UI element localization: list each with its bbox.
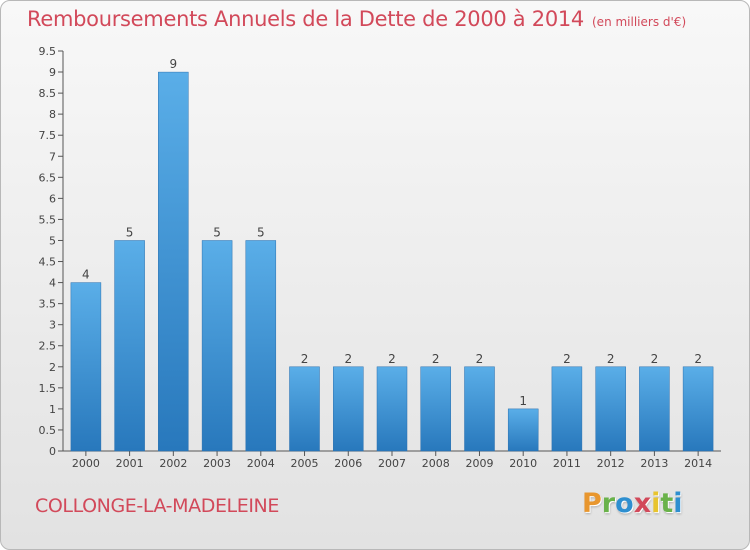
bar-2003 (201, 240, 233, 452)
logo-letter: x (633, 488, 652, 519)
logo-letter: P (582, 488, 602, 519)
x-tick-label: 2014 (684, 457, 712, 470)
bar-2002 (158, 71, 189, 452)
x-tick-label: 2007 (378, 457, 406, 470)
data-label: 5 (257, 225, 265, 239)
logo-letter: i (673, 488, 683, 519)
y-tick-label: 8 (49, 108, 56, 121)
data-label: 2 (388, 352, 396, 366)
y-tick-label: 0.5 (39, 424, 57, 437)
bar-2001 (114, 240, 145, 452)
y-tick-label: 9.5 (39, 45, 57, 58)
x-tick-label: 2012 (597, 457, 625, 470)
y-tick-label: 7.5 (39, 129, 57, 142)
y-tick-label: 7 (49, 150, 56, 163)
data-label: 4 (82, 268, 90, 282)
y-tick-label: 5.5 (39, 213, 57, 226)
bar-2006 (333, 366, 364, 452)
bar-2007 (376, 366, 408, 452)
y-tick-label: 4.5 (39, 256, 57, 269)
y-tick-label: 6 (49, 192, 56, 205)
logo-letter: r (601, 488, 616, 519)
x-tick-label: 2009 (465, 457, 493, 470)
y-tick-label: 6.5 (39, 171, 57, 184)
logo-letter: o (615, 488, 634, 519)
bar-2011 (551, 366, 583, 452)
data-label: 5 (213, 225, 221, 239)
data-label: 5 (126, 225, 134, 239)
chart-title-text: Remboursements Annuels de la Dette de 20… (27, 7, 584, 31)
y-tick-label: 2 (49, 361, 56, 374)
y-tick-label: 1.5 (39, 382, 57, 395)
x-tick-label: 2002 (159, 457, 187, 470)
bar-2010 (507, 408, 539, 452)
chart-title: Remboursements Annuels de la Dette de 20… (27, 7, 686, 31)
bar-2008 (420, 366, 451, 452)
x-tick-label: 2006 (334, 457, 362, 470)
x-tick-label: 2004 (247, 457, 275, 470)
data-label: 2 (563, 352, 571, 366)
x-tick-label: 2005 (291, 457, 319, 470)
bar-2013 (639, 366, 670, 452)
y-tick-label: 9 (49, 66, 56, 79)
data-label: 2 (476, 352, 484, 366)
bar-2004 (245, 240, 277, 452)
x-tick-label: 2011 (553, 457, 581, 470)
x-tick-label: 2001 (116, 457, 144, 470)
chart-unit: (en milliers d'€) (592, 15, 687, 29)
y-tick-label: 2.5 (39, 340, 57, 353)
data-label: 2 (607, 352, 615, 366)
data-label: 2 (301, 352, 309, 366)
data-label: 2 (344, 352, 352, 366)
y-tick-label: 8.5 (39, 87, 57, 100)
bar-2014 (682, 366, 714, 452)
data-label: 1 (519, 394, 527, 408)
data-label: 2 (694, 352, 702, 366)
y-tick-label: 3.5 (39, 298, 57, 311)
data-label: 2 (651, 352, 659, 366)
data-label: 2 (432, 352, 440, 366)
bar-2005 (289, 366, 320, 452)
x-tick-label: 2013 (640, 457, 668, 470)
y-tick-label: 3 (49, 319, 56, 332)
logo-letter: i (651, 488, 661, 519)
logo-letter: t (660, 488, 674, 519)
bar-2009 (464, 366, 495, 452)
bar-2012 (595, 366, 626, 452)
x-tick-label: 2010 (509, 457, 537, 470)
y-tick-label: 1 (49, 403, 56, 416)
x-tick-label: 2003 (203, 457, 231, 470)
x-tick-label: 2008 (422, 457, 450, 470)
bar-2000 (70, 282, 102, 452)
proxiti-logo: Proxiti (582, 488, 683, 519)
y-tick-label: 4 (49, 277, 56, 290)
x-tick-label: 2000 (72, 457, 100, 470)
data-label: 9 (170, 57, 178, 71)
y-tick-label: 5 (49, 234, 56, 247)
commune-name: COLLONGE-LA-MADELEINE (35, 495, 279, 517)
y-tick-label: 0 (49, 445, 56, 458)
